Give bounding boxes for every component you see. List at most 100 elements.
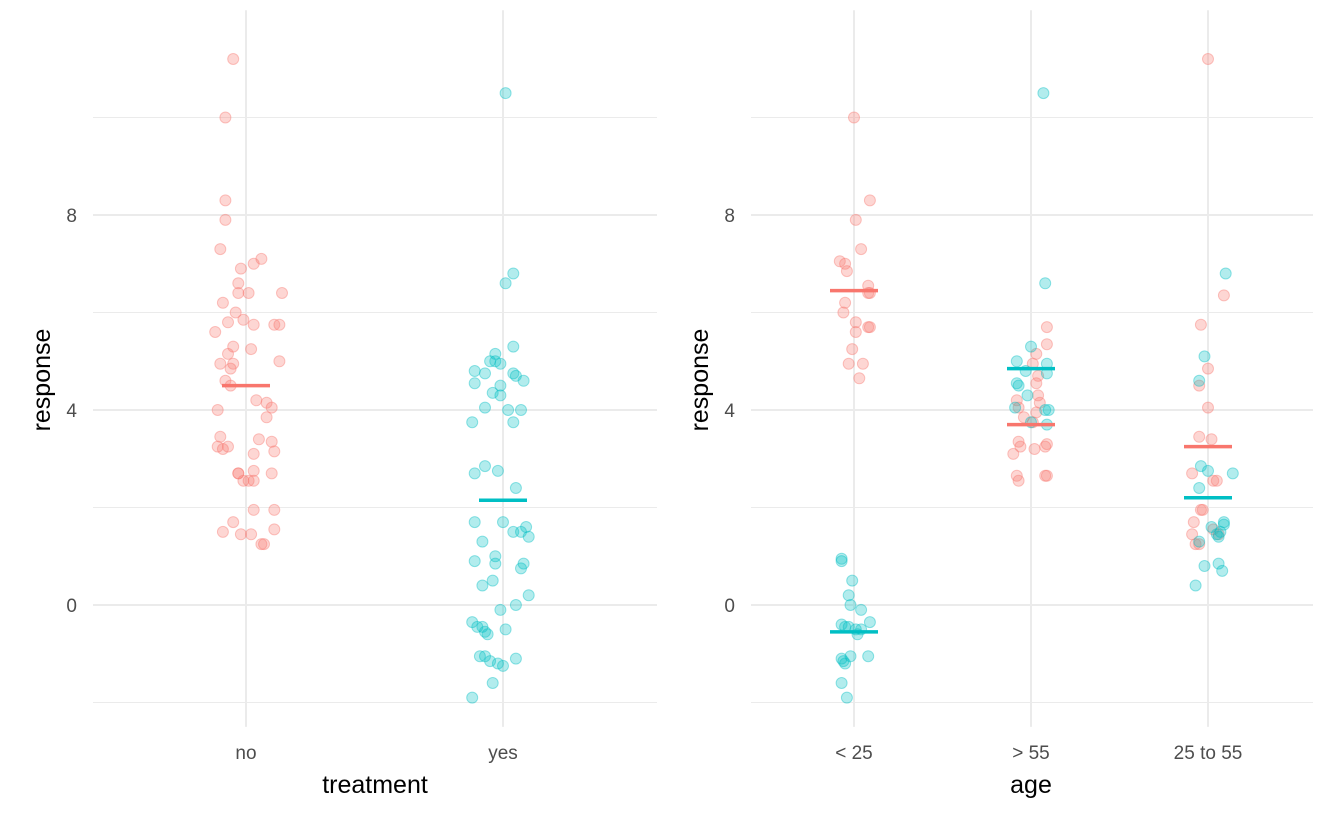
data-point xyxy=(522,589,535,602)
data-point xyxy=(1202,464,1214,477)
data-point xyxy=(491,657,504,670)
data-point xyxy=(486,386,499,399)
x-tick-label: > 55 xyxy=(1012,743,1050,764)
data-point xyxy=(216,525,229,538)
data-point xyxy=(476,579,489,592)
data-point xyxy=(507,267,520,280)
data-point xyxy=(1210,528,1223,541)
data-point xyxy=(507,416,520,429)
data-point xyxy=(209,326,222,338)
x-tick-label: 25 to 55 xyxy=(1174,743,1243,764)
data-point xyxy=(848,111,860,124)
data-point xyxy=(255,538,268,551)
data-point xyxy=(479,625,491,638)
data-point xyxy=(494,379,507,392)
data-point xyxy=(844,599,857,611)
data-point xyxy=(839,257,852,270)
data-point xyxy=(247,464,260,477)
data-point xyxy=(258,538,270,551)
data-point xyxy=(1186,467,1199,480)
data-point xyxy=(507,340,520,353)
data-point xyxy=(515,404,527,416)
data-point xyxy=(247,447,260,460)
panel-treatment-x-axis-title: treatment xyxy=(322,771,428,799)
data-point xyxy=(1030,377,1043,390)
data-point xyxy=(1039,440,1052,453)
data-point xyxy=(468,516,481,529)
data-point xyxy=(835,677,848,689)
data-point xyxy=(479,367,491,380)
data-point xyxy=(214,430,227,443)
data-point xyxy=(862,321,875,334)
panel-age-points xyxy=(833,53,1239,704)
data-point xyxy=(479,460,491,473)
data-point xyxy=(250,394,263,407)
data-point xyxy=(265,467,278,480)
data-point xyxy=(468,377,481,390)
data-point xyxy=(1042,404,1055,416)
data-point xyxy=(242,287,255,299)
data-point xyxy=(268,523,281,536)
data-point xyxy=(216,296,229,309)
data-point xyxy=(476,620,489,633)
y-tick-label: 8 xyxy=(66,206,77,227)
data-point xyxy=(1217,289,1230,302)
data-point xyxy=(245,343,258,356)
panel-age-x-ticks: < 25 > 55 25 to 55 xyxy=(835,743,1242,764)
data-point xyxy=(268,318,281,331)
data-point xyxy=(1189,579,1202,592)
data-point xyxy=(1189,538,1202,551)
data-point xyxy=(1196,503,1209,516)
data-point xyxy=(517,374,530,387)
data-point xyxy=(1198,560,1211,572)
data-point xyxy=(1012,401,1025,414)
data-point xyxy=(1039,404,1052,416)
data-point xyxy=(502,404,515,416)
panel-age: 0 4 8 < 25 > 55 25 to 55 age response xyxy=(686,10,1313,799)
data-point xyxy=(1037,87,1050,100)
data-point xyxy=(232,467,245,480)
panel-age-y-ticks: 0 4 8 xyxy=(724,206,735,617)
data-point xyxy=(214,357,227,370)
data-point xyxy=(247,257,260,270)
data-point xyxy=(227,357,240,370)
data-point xyxy=(1193,430,1206,443)
data-point xyxy=(247,503,260,516)
panel-treatment-x-ticks: no yes xyxy=(235,743,517,764)
data-point xyxy=(1040,438,1053,451)
data-point xyxy=(224,362,237,375)
y-tick-label: 8 xyxy=(724,206,735,227)
panel-age-y-axis-title: response xyxy=(686,329,714,432)
data-point xyxy=(849,316,862,329)
data-point xyxy=(1040,469,1053,482)
data-point xyxy=(507,525,520,538)
data-point xyxy=(1009,401,1022,414)
data-point xyxy=(1030,347,1043,360)
panel-age-grid xyxy=(751,10,1313,727)
data-point xyxy=(247,474,260,487)
data-point xyxy=(260,396,273,409)
data-point xyxy=(1032,369,1045,382)
data-point xyxy=(520,521,533,533)
data-point xyxy=(237,474,250,487)
data-point xyxy=(1186,528,1199,541)
data-point xyxy=(227,516,240,529)
data-point xyxy=(1040,321,1053,334)
data-point xyxy=(1032,389,1045,402)
data-point xyxy=(855,603,868,616)
data-point xyxy=(509,652,522,665)
data-point xyxy=(833,255,846,268)
data-point xyxy=(840,265,853,278)
data-point xyxy=(509,599,522,611)
data-point xyxy=(494,603,507,616)
y-tick-label: 4 xyxy=(66,401,77,422)
data-point xyxy=(1040,338,1053,351)
data-point xyxy=(479,650,491,663)
data-point xyxy=(489,347,502,360)
data-point xyxy=(468,467,481,480)
data-point xyxy=(255,252,268,265)
data-point xyxy=(1219,267,1232,280)
data-point xyxy=(471,620,484,633)
data-point xyxy=(476,535,489,548)
